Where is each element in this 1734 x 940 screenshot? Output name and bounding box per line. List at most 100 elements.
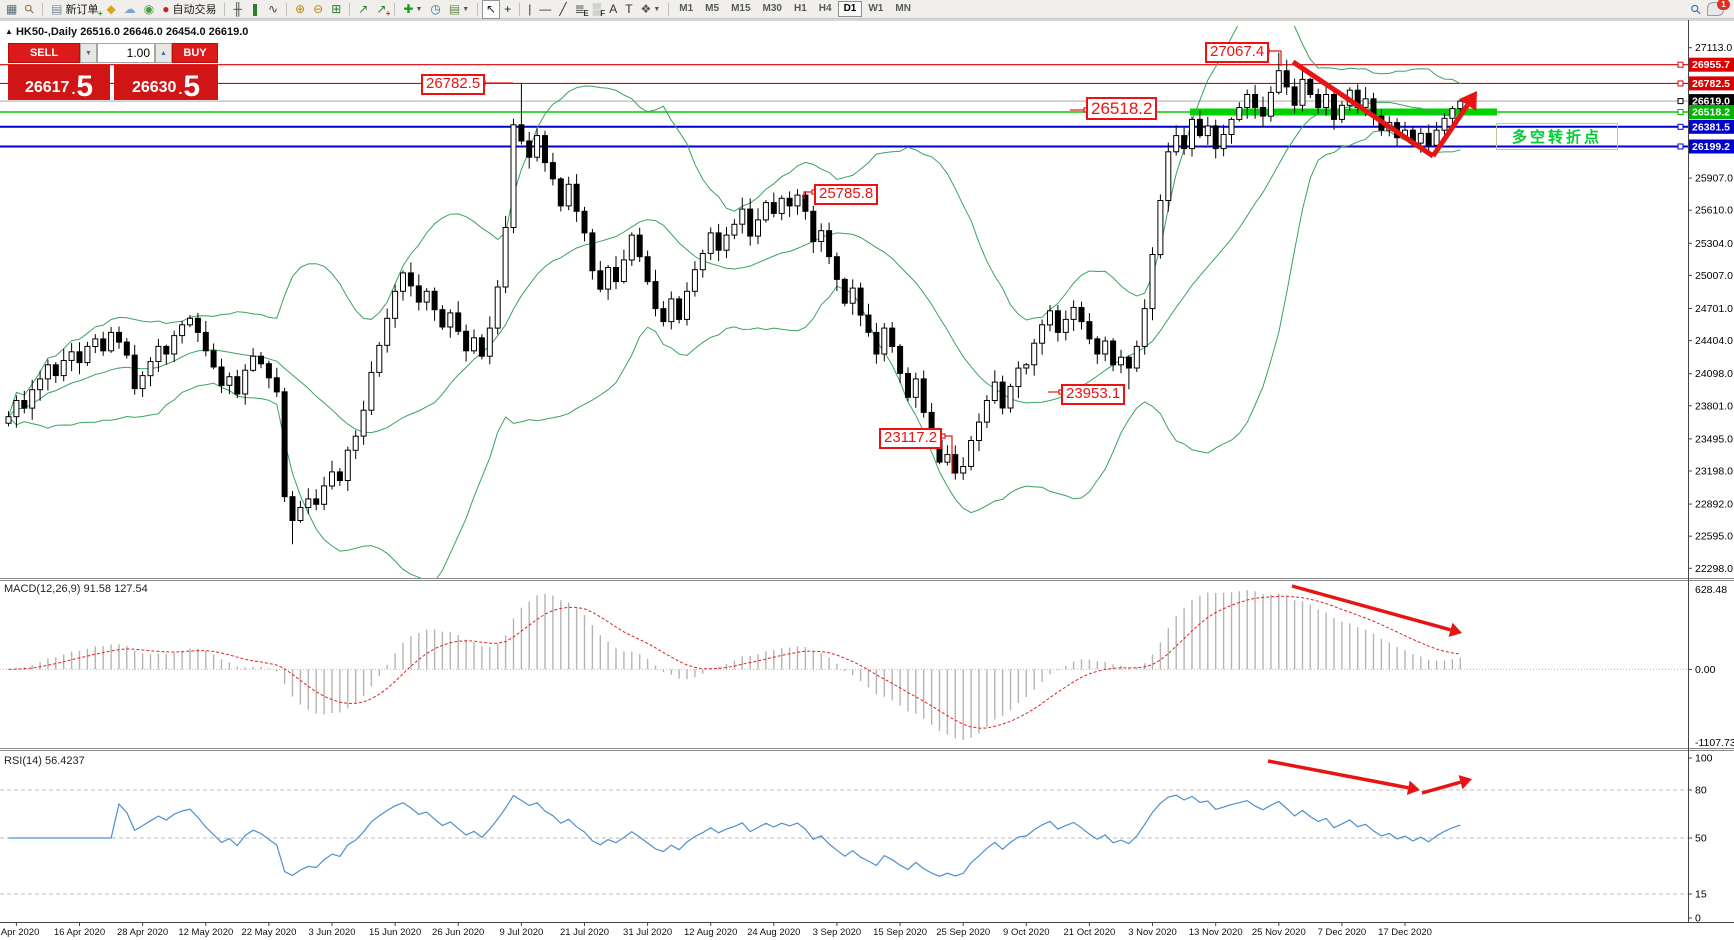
price-callout-23953-1[interactable]: 23953.1 (1061, 384, 1126, 405)
crosshair-icon[interactable]: + (500, 0, 515, 19)
zoom-in-icon[interactable]: ⊕ (291, 0, 309, 19)
timeframe-button-m15[interactable]: M15 (731, 3, 751, 14)
vline-icon[interactable]: | (524, 0, 535, 19)
channel-icon[interactable]: ▒ F (589, 0, 606, 19)
shapes-icon[interactable]: ❖ ▼ (637, 0, 665, 19)
chart-preview-icon[interactable]: ▤ ▼ (445, 0, 473, 19)
price-callout-25785-8[interactable]: 25785.8 (814, 184, 879, 205)
zoom-out-icon: ⊖ (313, 2, 324, 16)
new-chart-icon[interactable]: ▦ (2, 0, 21, 19)
icon-badge: E (583, 8, 589, 18)
toolbar-separator (394, 2, 396, 16)
chart-profiles-icon[interactable]: ⚲ (21, 0, 38, 19)
buy-button[interactable]: BUY (172, 43, 218, 63)
timeframe-button-h1[interactable]: H1 (793, 3, 807, 14)
indicator-add-icon[interactable]: ↗ + (372, 0, 390, 19)
rsi-indicator (0, 789, 1688, 895)
trend-arrows[interactable] (1267, 59, 1477, 795)
text-icon: A (609, 2, 618, 16)
svg-text:9 Oct 2020: 9 Oct 2020 (1003, 927, 1049, 938)
add-object-icon[interactable]: ✚ ▼ (399, 0, 426, 19)
trendline-icon[interactable]: ╱ (555, 0, 570, 19)
toolbar-separator (224, 2, 226, 16)
metaeditor-icon[interactable]: ◆ (102, 0, 119, 19)
collapse-triangle-icon[interactable]: ▲ (5, 27, 13, 36)
timeframe-button-w1[interactable]: W1 (868, 3, 884, 14)
hline-icon[interactable]: — (535, 0, 555, 19)
search-icon[interactable]: ⚲ (1687, 0, 1705, 18)
chinese-annotation-textbox[interactable]: 多空转折点 (1496, 123, 1618, 150)
chart-preview-icon: ▤ (448, 2, 461, 16)
svg-text:9 Jul 2020: 9 Jul 2020 (499, 927, 543, 938)
autotrading-button: ● (162, 2, 170, 16)
tile-windows-icon[interactable]: ⊞ (327, 0, 345, 19)
fibonacci-icon[interactable]: ≣ E (571, 0, 589, 19)
volume-decrease-button[interactable]: ▼ (80, 43, 97, 63)
icon-badge: F (600, 8, 606, 18)
toolbar-separator (42, 2, 44, 16)
volume-input[interactable]: 1.00 (97, 43, 155, 63)
timeframe-button-m30[interactable]: M30 (762, 3, 782, 14)
indicators-icon: ↗ (358, 2, 369, 16)
price-callout-26782-5[interactable]: 26782.5 (421, 74, 486, 95)
add-object-icon: ✚ (403, 2, 414, 16)
cursor-icon: ↖ (486, 2, 497, 16)
label-icon[interactable]: T (621, 0, 636, 19)
candlestick-chart-icon: ❚ (249, 2, 261, 16)
price-callout-27067-4[interactable]: 27067.4 (1205, 42, 1270, 63)
market-icon[interactable]: ☁ (120, 0, 140, 19)
dropdown-caret-icon[interactable]: ▼ (415, 5, 423, 13)
date-axis: 6 Apr 2020 16 Apr 2020 28 Apr 2020 12 May 2… (0, 922, 1432, 938)
svg-text:26199.2: 26199.2 (1692, 141, 1730, 153)
ohlc-values: 26516.0 26646.0 26454.0 26619.0 (80, 26, 249, 38)
candlestick-chart-icon[interactable]: ❚ (246, 0, 264, 19)
volume-increase-button[interactable]: ▲ (155, 43, 172, 63)
new-order-button-label: 新订单 (65, 4, 99, 16)
svg-text:25610.0: 25610.0 (1695, 205, 1733, 217)
svg-text:26619.0: 26619.0 (1692, 96, 1730, 108)
timeframe-button-h4[interactable]: H4 (818, 3, 832, 14)
fibonacci-icon: ≣ (574, 2, 585, 16)
shapes-icon: ❖ (640, 2, 652, 16)
toolbar-separator (477, 2, 479, 16)
new-order-button[interactable]: ▤ + 新订单 (47, 0, 102, 19)
timeframe-button-m1[interactable]: M1 (679, 3, 694, 14)
timeframe-button-d1[interactable]: D1 (837, 1, 863, 17)
timeframe-button-mn[interactable]: MN (895, 3, 911, 14)
dropdown-caret-icon[interactable]: ▼ (462, 5, 470, 13)
timeframe-button-m5[interactable]: M5 (705, 3, 720, 14)
macd-axis: 628.48 0.00 -1107.73 (1688, 584, 1734, 749)
crosshair-icon: + (504, 2, 512, 16)
text-icon[interactable]: A (605, 0, 621, 19)
icon-badge: + (385, 8, 391, 18)
autotrading-button[interactable]: ● 自动交易 (158, 0, 220, 19)
indicators-icon[interactable]: ↗ (354, 0, 372, 19)
metaeditor-icon: ◆ (106, 2, 116, 16)
clock-icon[interactable]: ◷ (426, 0, 444, 19)
toolbar-separator (668, 2, 670, 16)
symbol-timeframe-label: HK50-,Daily (15, 26, 78, 38)
svg-text:25 Nov 2020: 25 Nov 2020 (1252, 927, 1306, 938)
signals-icon[interactable]: ◉ (140, 0, 158, 19)
line-chart-icon[interactable]: ∿ (264, 0, 282, 19)
bar-chart-icon[interactable]: ╫ (229, 0, 246, 19)
toolbar-right-group: ⚲ 1 (1687, 0, 1732, 18)
sell-button[interactable]: SELL (8, 43, 80, 63)
dropdown-caret-icon[interactable]: ▼ (653, 5, 661, 13)
notifications-icon[interactable]: 1 (1707, 0, 1730, 16)
buy-price-display[interactable]: 26630 . 5 (114, 65, 218, 101)
svg-text:24701.0: 24701.0 (1695, 303, 1733, 315)
svg-text:23801.0: 23801.0 (1695, 400, 1733, 412)
zoom-out-icon[interactable]: ⊖ (309, 0, 327, 19)
price-callout-26518-2[interactable]: 26518.2 (1086, 97, 1158, 121)
svg-text:80: 80 (1695, 785, 1707, 797)
svg-text:50: 50 (1695, 833, 1707, 845)
zoom-in-icon: ⊕ (295, 2, 306, 16)
price-callout-23117-2[interactable]: 23117.2 (879, 428, 943, 449)
one-click-trade-panel: SELL ▼ 1.00 ▲ BUY 26617 . 5 26630 . 5 (8, 43, 218, 101)
sell-price-display[interactable]: 26617 . 5 (8, 65, 110, 101)
svg-text:26 Jun 2020: 26 Jun 2020 (432, 927, 484, 938)
cursor-icon[interactable]: ↖ (482, 0, 501, 19)
